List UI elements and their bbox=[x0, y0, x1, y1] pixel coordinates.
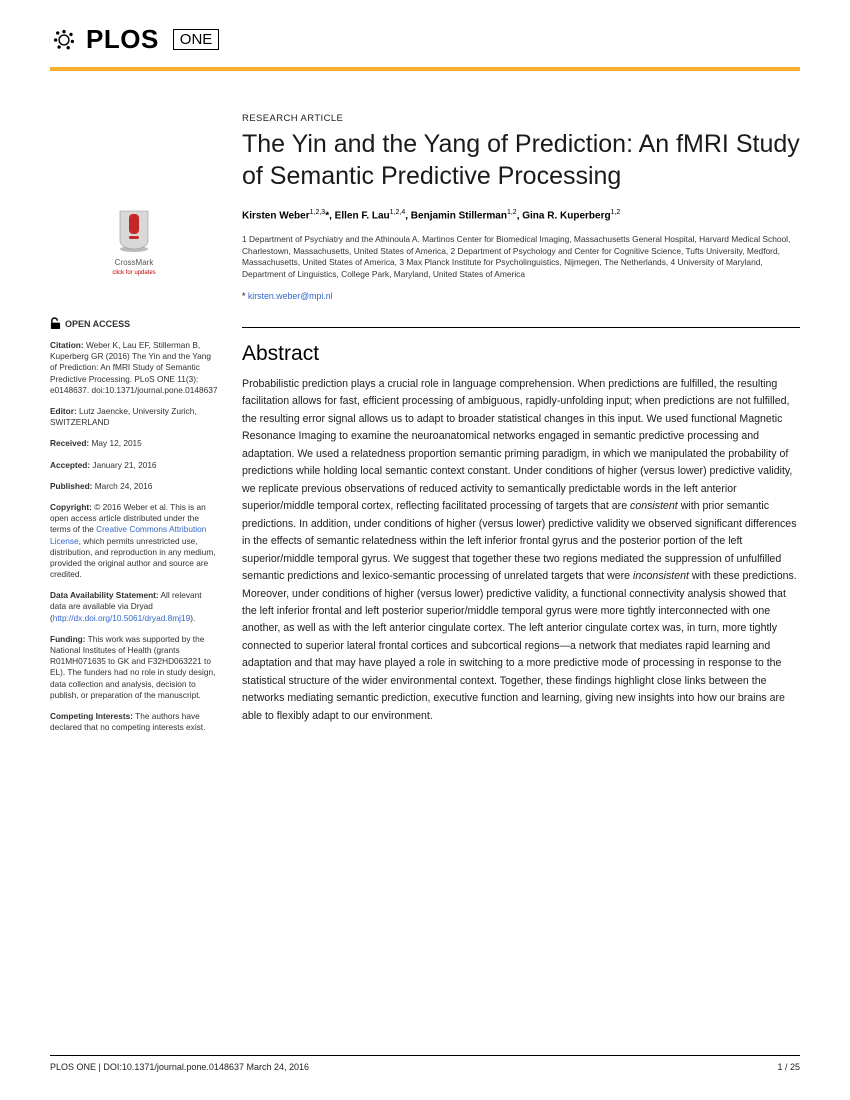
main-column: RESEARCH ARTICLE The Yin and the Yang of… bbox=[242, 113, 800, 743]
publisher-name: PLOS bbox=[86, 24, 159, 55]
abstract-text: Probabilistic prediction plays a crucial… bbox=[242, 376, 800, 725]
plos-icon bbox=[50, 26, 78, 54]
data-availability-block: Data Availability Statement: All relevan… bbox=[50, 590, 218, 624]
copyright-block: Copyright: © 2016 Weber et al. This is a… bbox=[50, 502, 218, 580]
journal-header: PLOS ONE bbox=[0, 0, 850, 63]
corr-email-link[interactable]: kirsten.weber@mpi.nl bbox=[248, 291, 333, 301]
article-type: RESEARCH ARTICLE bbox=[242, 113, 800, 124]
footer-left: PLOS ONE | DOI:10.1371/journal.pone.0148… bbox=[50, 1062, 309, 1072]
accepted-block: Accepted: January 21, 2016 bbox=[50, 460, 218, 471]
crossmark-label: CrossMark bbox=[50, 258, 218, 269]
published-block: Published: March 24, 2016 bbox=[50, 481, 218, 492]
sidebar: CrossMark click for updates OPEN ACCESS … bbox=[50, 113, 218, 743]
crossmark-sub: click for updates bbox=[50, 269, 218, 277]
crossmark-badge[interactable]: CrossMark click for updates bbox=[50, 207, 218, 277]
section-rule bbox=[242, 327, 800, 328]
affiliations: 1 Department of Psychiatry and the Athin… bbox=[242, 234, 800, 281]
plos-logo: PLOS ONE bbox=[50, 24, 219, 55]
lock-open-icon bbox=[50, 317, 61, 330]
dryad-link[interactable]: http://dx.doi.org/10.5061/dryad.8mj19 bbox=[53, 613, 190, 623]
article-title: The Yin and the Yang of Prediction: An f… bbox=[242, 128, 800, 192]
citation-block: Citation: Weber K, Lau EF, Stillerman B,… bbox=[50, 340, 218, 396]
open-access-badge: OPEN ACCESS bbox=[50, 317, 218, 330]
author-list: Kirsten Weber1,2,3*, Ellen F. Lau1,2,4, … bbox=[242, 208, 800, 224]
footer-page: 1 / 25 bbox=[777, 1062, 800, 1072]
funding-block: Funding: This work was supported by the … bbox=[50, 634, 218, 701]
corresponding-author: * kirsten.weber@mpi.nl bbox=[242, 291, 800, 301]
competing-interests-block: Competing Interests: The authors have de… bbox=[50, 711, 218, 733]
page-footer: PLOS ONE | DOI:10.1371/journal.pone.0148… bbox=[50, 1055, 800, 1072]
editor-block: Editor: Lutz Jaencke, University Zurich,… bbox=[50, 406, 218, 428]
abstract-heading: Abstract bbox=[242, 342, 800, 366]
journal-name: ONE bbox=[173, 29, 220, 50]
open-access-label: OPEN ACCESS bbox=[65, 318, 130, 330]
received-block: Received: May 12, 2015 bbox=[50, 438, 218, 449]
